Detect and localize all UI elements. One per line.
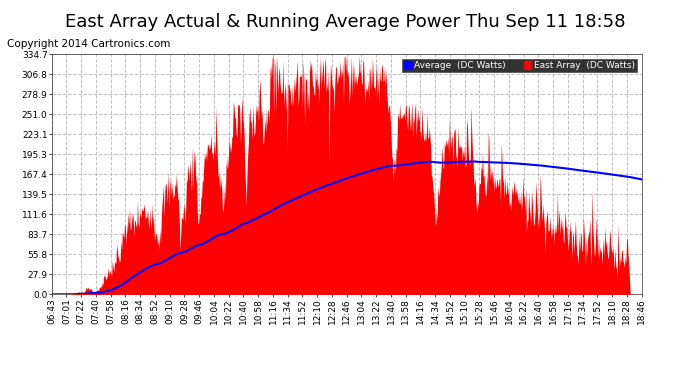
Text: Copyright 2014 Cartronics.com: Copyright 2014 Cartronics.com <box>7 39 170 50</box>
Legend: Average  (DC Watts), East Array  (DC Watts): Average (DC Watts), East Array (DC Watts… <box>402 59 637 72</box>
Text: East Array Actual & Running Average Power Thu Sep 11 18:58: East Array Actual & Running Average Powe… <box>65 13 625 31</box>
